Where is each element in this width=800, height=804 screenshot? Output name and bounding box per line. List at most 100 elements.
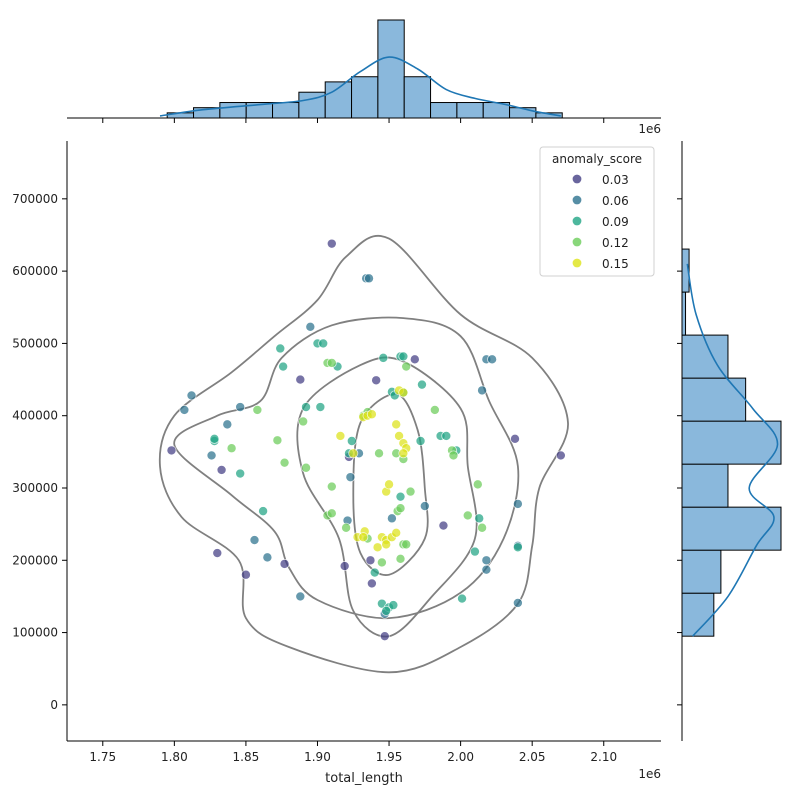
scatter-point [398, 387, 409, 398]
scatter-point [477, 385, 488, 396]
y-kde-curve [686, 263, 779, 637]
scatter-point [555, 450, 566, 461]
x-tick-label: 1.95 [376, 750, 403, 764]
y-histogram-bar [681, 420, 782, 465]
x-tick-label: 1.90 [304, 750, 331, 764]
legend-label: 0.06 [602, 194, 629, 208]
x-offset-label-marginal: 1e6 [638, 122, 661, 136]
scatter-point [415, 435, 426, 446]
scatter-point [474, 513, 485, 524]
scatter-point [206, 450, 217, 461]
scatter-point [376, 557, 387, 568]
scatter-point [348, 448, 359, 459]
x-tick-label: 2.10 [590, 750, 617, 764]
kde-contour-level [158, 235, 569, 674]
scatter-point [366, 578, 377, 589]
scatter-point [429, 404, 440, 415]
scatter-point [318, 338, 329, 349]
y-tick-label: 100000 [12, 626, 58, 640]
scatter-point [472, 479, 483, 490]
y-tick-label: 400000 [12, 409, 58, 423]
scatter-point [209, 433, 220, 444]
legend-marker [572, 195, 582, 205]
scatter-point [305, 321, 316, 332]
scatter-point [279, 457, 290, 468]
scatter-point [391, 527, 402, 538]
y-histogram-bar [681, 463, 729, 508]
scatter-point [235, 468, 246, 479]
scatter-points [166, 238, 566, 642]
scatter-point [395, 491, 406, 502]
scatter-point [240, 569, 251, 580]
x-kde-curve [159, 56, 561, 117]
scatter-point [226, 443, 237, 454]
scatter-point [364, 273, 375, 284]
scatter-point [235, 402, 246, 413]
scatter-point [279, 558, 290, 569]
scatter-point [477, 522, 488, 533]
scatter-point [381, 539, 392, 550]
kde-contour-level [296, 356, 478, 638]
scatter-point [326, 238, 337, 249]
y-tick-label: 300000 [12, 481, 58, 495]
scatter-point [372, 542, 383, 553]
scatter-point [394, 430, 405, 441]
x-tick-label: 2.00 [447, 750, 474, 764]
scatter-point [395, 553, 406, 564]
scatter-point [249, 535, 260, 546]
y-tick-label: 0 [50, 698, 58, 712]
scatter-point [481, 555, 492, 566]
scatter-point [339, 561, 350, 572]
x-histogram-bar [219, 102, 247, 119]
legend-marker [572, 258, 582, 268]
scatter-point [166, 445, 177, 456]
scatter-point [441, 430, 452, 441]
scatter-point [326, 508, 337, 519]
scatter-point [512, 542, 523, 553]
scatter-point [481, 564, 492, 575]
scatter-point [358, 532, 369, 543]
scatter-point [341, 522, 352, 533]
scatter-point [326, 481, 337, 492]
scatter-point [409, 354, 420, 365]
scatter-point [398, 351, 409, 362]
axes: 1.75 1.80 1.85 1.90 1.95 2.00 2.05 2.10 0 100000 2… [12, 117, 683, 764]
scatter-point [295, 374, 306, 385]
scatter-point [252, 404, 263, 415]
scatter-point [395, 503, 406, 514]
legend-entries: 0.03 0.06 0.09 0.12 0.15 [572, 173, 629, 271]
scatter-point [469, 546, 480, 557]
scatter-point [275, 343, 286, 354]
y-histogram-bar [681, 506, 782, 551]
legend-label: 0.12 [602, 236, 629, 250]
scatter-point [381, 605, 392, 616]
scatter-point [510, 433, 521, 444]
x-histogram-bar [456, 102, 484, 119]
scatter-point [379, 631, 390, 642]
scatter-point [365, 555, 376, 566]
legend-label: 0.03 [602, 173, 629, 187]
scatter-point [401, 361, 412, 372]
legend-label: 0.15 [602, 257, 629, 271]
y-tick-label: 600000 [12, 264, 58, 278]
scatter-point [416, 379, 427, 390]
scatter-point [512, 597, 523, 608]
scatter-point [386, 513, 397, 524]
x-histogram-bar [351, 76, 379, 119]
x-marginal-histogram [159, 19, 563, 119]
scatter-point [262, 552, 273, 563]
y-histogram-bar [681, 549, 722, 594]
y-histogram-bar [681, 291, 687, 336]
y-histogram-bar [681, 334, 729, 379]
scatter-point [398, 448, 409, 459]
scatter-point [278, 361, 289, 372]
scatter-point [374, 448, 385, 459]
legend-title: anomaly_score [552, 152, 642, 166]
scatter-point [384, 479, 395, 490]
legend-marker [572, 216, 582, 226]
scatter-point [295, 591, 306, 602]
y-marginal-histogram [681, 248, 782, 637]
kde-contour-level [173, 316, 520, 620]
x-tick-label: 1.85 [233, 750, 260, 764]
